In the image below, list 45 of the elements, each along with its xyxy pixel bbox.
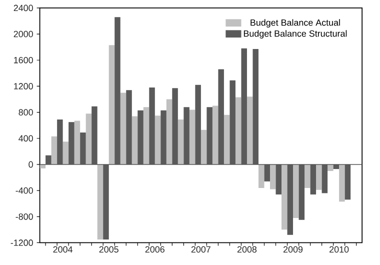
bar (143, 107, 150, 165)
bar (200, 130, 207, 165)
y-tick-label: -800 (16, 214, 33, 220)
bar (304, 164, 310, 188)
y-tick-label: 1200 (14, 83, 33, 90)
x-tick-label: 2009 (284, 246, 303, 253)
legend-label: Budget Balance Actual (250, 19, 340, 28)
bar (86, 114, 92, 165)
bar (258, 164, 264, 188)
bar (328, 164, 334, 172)
bar (154, 116, 161, 165)
x-tick-label: 2006 (145, 246, 164, 253)
y-tick-label: 1600 (14, 57, 33, 64)
bar (189, 110, 196, 165)
x-tick-label: 2008 (237, 246, 257, 253)
y-tick-label: 800 (18, 109, 33, 116)
bar (97, 164, 104, 240)
bar (282, 164, 288, 230)
bar (339, 164, 345, 202)
bar (62, 142, 69, 165)
bar (212, 106, 218, 165)
bar (166, 99, 172, 165)
bar (293, 164, 299, 218)
bar (316, 164, 322, 190)
bar (235, 97, 242, 165)
bar (120, 92, 126, 165)
bar (132, 116, 138, 165)
bar (108, 45, 115, 165)
y-tick-label: -1200 (10, 240, 33, 246)
bar (178, 120, 184, 165)
bar (74, 120, 80, 165)
y-tick-label: 0 (28, 161, 33, 168)
legend-label: Budget Balance Structural (244, 30, 347, 39)
x-tick-label: 2005 (99, 246, 118, 253)
bar (51, 136, 58, 165)
x-tick-label: 2010 (330, 246, 349, 253)
y-tick-label: 400 (18, 135, 33, 142)
y-tick-label: 2000 (14, 31, 33, 38)
bar (270, 164, 276, 190)
x-tick-label: 2004 (53, 246, 72, 253)
y-tick-label: -400 (16, 188, 33, 194)
bar (224, 115, 230, 165)
bar (246, 96, 253, 165)
x-tick-label: 2007 (191, 246, 210, 253)
y-tick-label: 2400 (14, 4, 33, 12)
